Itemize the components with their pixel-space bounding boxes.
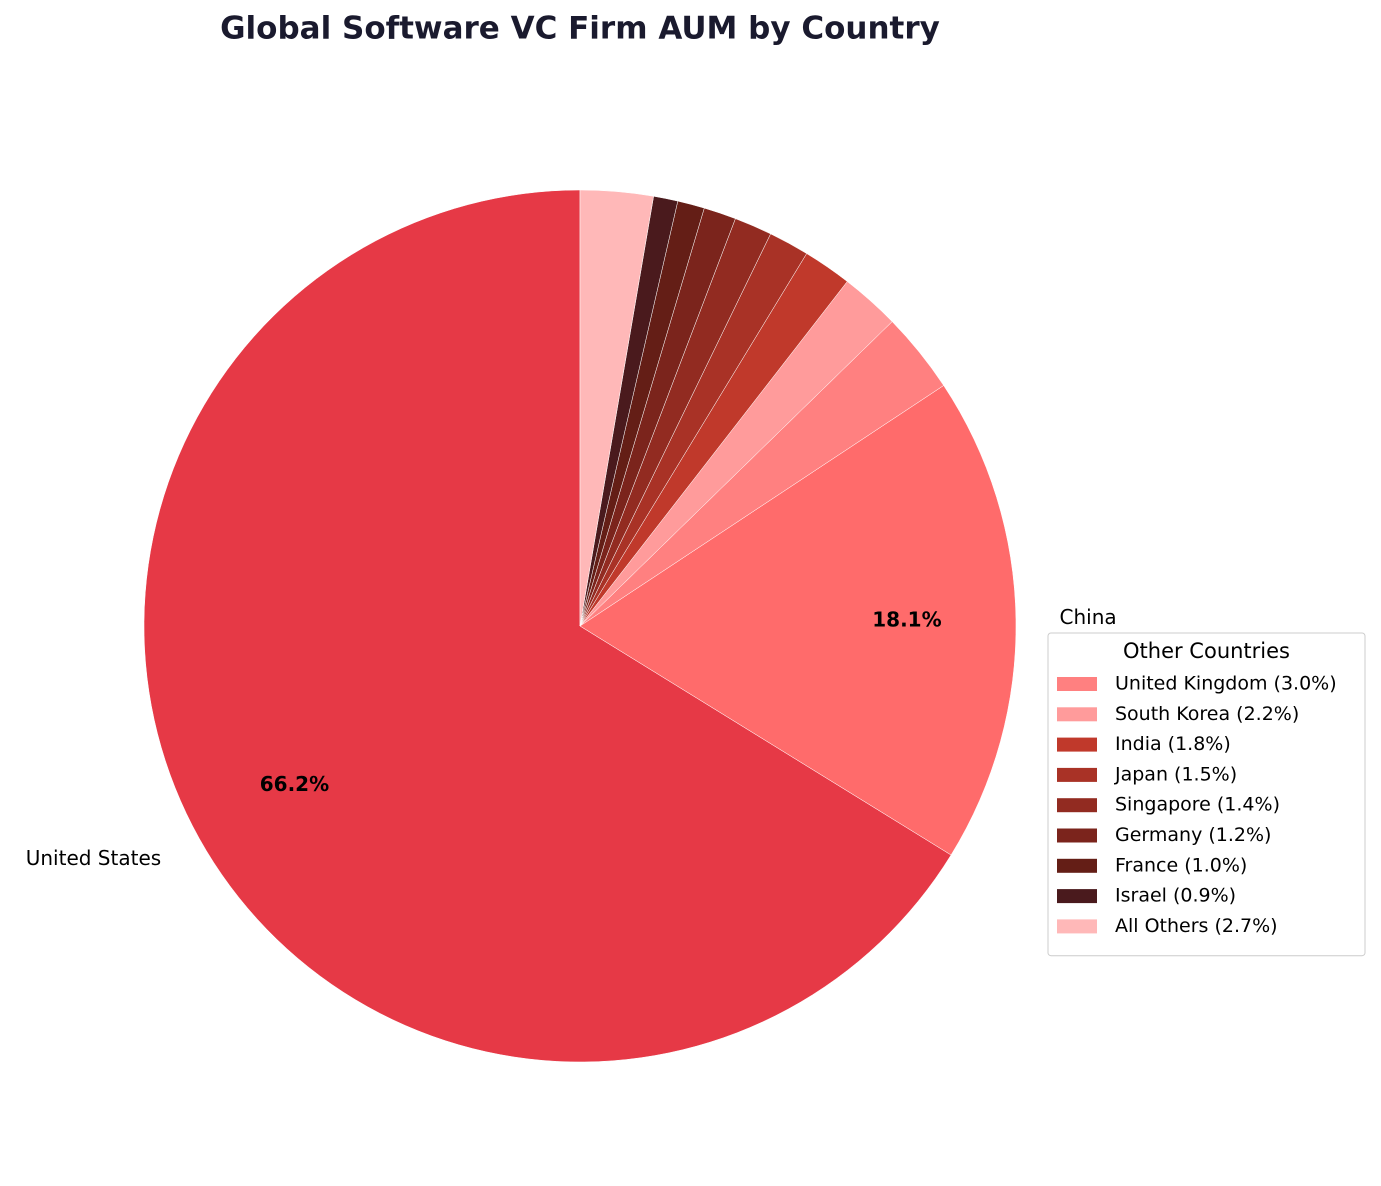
legend-label: Israel (0.9%): [1115, 885, 1236, 907]
legend-label: France (1.0%): [1115, 854, 1247, 876]
legend-swatch: [1057, 889, 1097, 904]
chart-title: Global Software VC Firm AUM by Country: [220, 11, 940, 47]
legend-title: Other Countries: [1123, 639, 1290, 663]
legend-swatch: [1057, 919, 1097, 934]
legend-swatch: [1057, 677, 1097, 691]
legend-swatch: [1057, 707, 1097, 722]
legend-label: United Kingdom (3.0%): [1115, 673, 1337, 695]
legend-swatch: [1057, 828, 1097, 843]
legend-label: Singapore (1.4%): [1115, 794, 1280, 816]
pie-slice: [579, 189, 654, 627]
legend-label: Germany (1.2%): [1115, 824, 1271, 846]
legend-label: South Korea (2.2%): [1115, 703, 1299, 725]
slice-label: United States: [26, 846, 161, 870]
value-label: 66.2%: [260, 772, 329, 796]
value-label: 18.1%: [872, 607, 941, 631]
legend-label: India (1.8%): [1115, 733, 1231, 755]
legend-swatch: [1057, 737, 1097, 752]
slice-label: China: [1060, 605, 1117, 629]
legend-swatch: [1057, 858, 1097, 873]
legend-swatch: [1057, 798, 1097, 813]
legend-box: [1047, 632, 1366, 957]
pie-slice: [143, 189, 952, 1063]
legend-label: Japan (1.5%): [1114, 763, 1237, 785]
legend-label: All Others (2.7%): [1115, 915, 1278, 937]
pie-slice: [579, 385, 1017, 856]
legend-swatch: [1057, 767, 1097, 782]
